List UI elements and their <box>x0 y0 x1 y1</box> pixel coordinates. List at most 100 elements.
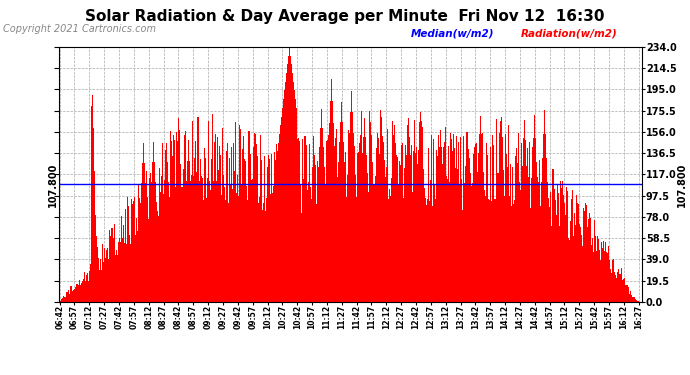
Text: Radiation(w/m2): Radiation(w/m2) <box>521 28 618 38</box>
Bar <box>586 227 588 302</box>
Bar <box>153 142 154 302</box>
Bar <box>77 284 78 302</box>
Bar <box>66 292 67 302</box>
Bar <box>484 190 485 302</box>
Bar <box>540 206 541 302</box>
Bar <box>522 166 524 302</box>
Bar <box>181 187 182 302</box>
Bar <box>363 136 364 302</box>
Bar <box>448 146 449 302</box>
Bar <box>604 242 606 302</box>
Bar <box>222 128 224 302</box>
Bar <box>199 159 201 302</box>
Bar <box>450 133 451 302</box>
Bar <box>404 145 406 302</box>
Bar <box>242 149 244 302</box>
Bar <box>559 226 560 302</box>
Bar <box>238 196 239 302</box>
Bar <box>157 211 158 302</box>
Bar <box>391 178 392 302</box>
Bar <box>609 269 611 302</box>
Bar <box>61 299 62 302</box>
Bar <box>444 142 445 302</box>
Bar <box>365 136 366 302</box>
Bar <box>63 296 64 302</box>
Bar <box>629 294 631 302</box>
Bar <box>525 140 526 302</box>
Bar <box>491 201 492 302</box>
Bar <box>467 132 468 302</box>
Bar <box>373 184 374 302</box>
Bar <box>616 278 618 302</box>
Bar <box>196 172 197 302</box>
Bar <box>378 138 379 302</box>
Bar <box>278 143 279 302</box>
Bar <box>208 181 210 302</box>
Bar <box>511 168 513 302</box>
Bar <box>402 143 403 302</box>
Bar <box>615 275 616 302</box>
Bar <box>446 176 447 302</box>
Bar <box>490 147 491 302</box>
Bar <box>631 295 632 302</box>
Bar <box>215 182 217 302</box>
Bar <box>493 145 494 302</box>
Bar <box>237 176 238 302</box>
Bar <box>76 284 77 302</box>
Bar <box>625 285 627 302</box>
Bar <box>359 143 360 302</box>
Bar <box>132 204 133 302</box>
Bar <box>121 236 123 302</box>
Bar <box>400 165 401 302</box>
Bar <box>133 201 135 302</box>
Bar <box>154 162 155 302</box>
Bar <box>410 155 411 302</box>
Bar <box>78 285 79 302</box>
Bar <box>555 200 556 302</box>
Bar <box>104 248 105 302</box>
Bar <box>499 133 500 302</box>
Bar <box>288 56 289 302</box>
Bar <box>569 240 570 302</box>
Bar <box>401 145 402 302</box>
Bar <box>230 184 231 302</box>
Bar <box>217 170 219 302</box>
Bar <box>172 156 173 302</box>
Bar <box>515 156 517 302</box>
Bar <box>147 197 148 302</box>
Bar <box>535 138 536 302</box>
Bar <box>326 141 328 302</box>
Bar <box>568 238 569 302</box>
Bar <box>85 281 86 302</box>
Text: 107.800: 107.800 <box>48 162 58 207</box>
Bar <box>246 186 247 302</box>
Bar <box>592 238 593 302</box>
Bar <box>168 182 169 302</box>
Bar <box>471 186 472 302</box>
Bar <box>524 120 525 302</box>
Bar <box>277 152 278 302</box>
Bar <box>163 194 164 302</box>
Bar <box>210 159 212 302</box>
Bar <box>417 164 418 302</box>
Bar <box>213 181 214 302</box>
Bar <box>229 158 230 302</box>
Bar <box>607 254 608 302</box>
Bar <box>571 199 572 302</box>
Bar <box>308 144 310 302</box>
Bar <box>532 147 533 302</box>
Bar <box>380 110 381 302</box>
Bar <box>583 208 584 302</box>
Bar <box>271 154 272 302</box>
Bar <box>95 215 96 302</box>
Bar <box>403 198 404 302</box>
Bar <box>228 202 229 302</box>
Bar <box>131 199 132 302</box>
Bar <box>265 211 266 302</box>
Bar <box>83 279 84 302</box>
Bar <box>106 250 107 302</box>
Bar <box>442 164 443 302</box>
Bar <box>482 134 483 302</box>
Bar <box>548 198 549 302</box>
Bar <box>386 166 387 302</box>
